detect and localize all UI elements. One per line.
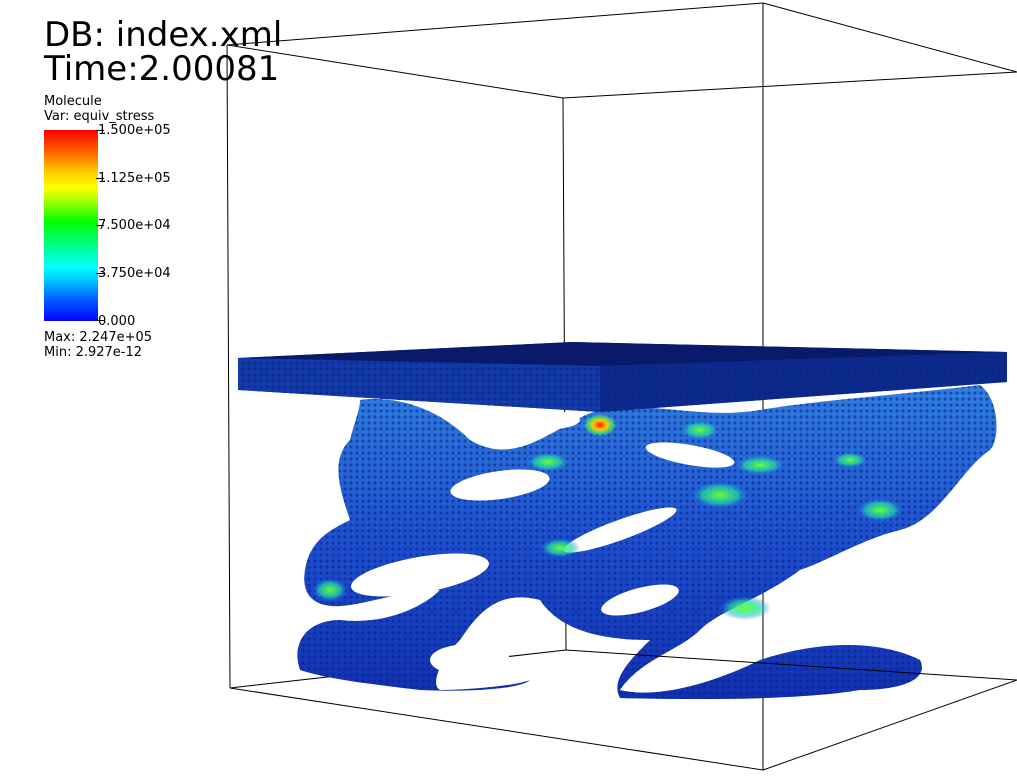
tick-mark [96,320,104,321]
tick-label: 3.750e+04 [98,266,171,281]
color-bar [44,130,98,321]
bounding-box-front [565,649,1017,681]
tick-mark [96,225,104,226]
porous-structure [297,385,997,700]
legend-variable: Var: equiv_stress [44,109,155,124]
legend-max: Max: 2.247e+05 [44,330,153,345]
compression-plate [238,342,1007,412]
tick-label: 7.500e+04 [98,218,171,233]
tick-label-min: 0.000 [98,314,136,329]
legend-min: Min: 2.927e-12 [44,345,143,360]
tick-label: 1.125e+05 [98,171,171,186]
tick-mark [96,273,104,274]
tick-mark [96,178,104,179]
tick-label-max: 1.500e+05 [98,123,171,138]
legend-title: Molecule [44,94,102,109]
tick-mark [96,130,104,131]
time-label: Time:2.00081 [44,49,280,89]
database-label: DB: index.xml [44,15,283,55]
